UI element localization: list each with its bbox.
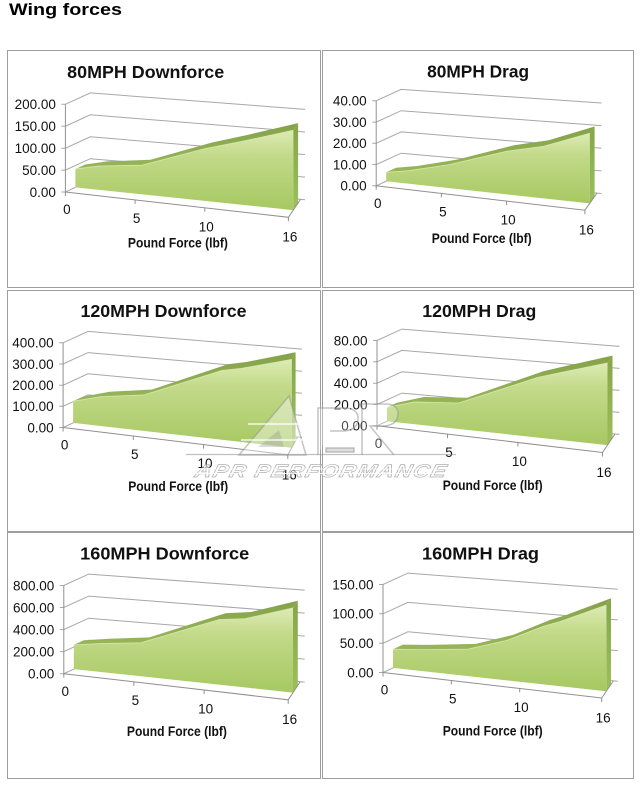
svg-text:400.00: 400.00 bbox=[13, 622, 54, 637]
svg-text:80.00: 80.00 bbox=[334, 333, 368, 348]
svg-text:Pound Force (lbf): Pound Force (lbf) bbox=[128, 478, 228, 494]
svg-text:Pound Force (lbf): Pound Force (lbf) bbox=[443, 723, 543, 739]
svg-text:16: 16 bbox=[282, 712, 297, 727]
svg-text:80MPH Drag: 80MPH Drag bbox=[427, 61, 529, 81]
svg-text:16: 16 bbox=[579, 223, 594, 238]
svg-text:5: 5 bbox=[445, 445, 453, 460]
svg-text:16: 16 bbox=[596, 710, 611, 725]
svg-text:0.00: 0.00 bbox=[340, 179, 366, 194]
svg-text:10.00: 10.00 bbox=[333, 157, 367, 172]
svg-text:100.00: 100.00 bbox=[12, 399, 53, 414]
svg-text:160MPH Drag: 160MPH Drag bbox=[422, 543, 539, 563]
svg-text:0: 0 bbox=[63, 202, 71, 217]
svg-text:80MPH Downforce: 80MPH Downforce bbox=[67, 62, 224, 82]
svg-text:0.00: 0.00 bbox=[27, 420, 53, 435]
svg-text:16: 16 bbox=[596, 465, 611, 480]
svg-text:10: 10 bbox=[198, 702, 213, 717]
svg-text:Pound Force (lbf): Pound Force (lbf) bbox=[128, 235, 228, 251]
svg-text:5: 5 bbox=[133, 211, 141, 226]
svg-text:5: 5 bbox=[132, 693, 140, 708]
svg-text:10: 10 bbox=[514, 700, 529, 715]
svg-text:60.00: 60.00 bbox=[334, 355, 368, 370]
svg-text:20.00: 20.00 bbox=[333, 136, 367, 151]
svg-text:100.00: 100.00 bbox=[332, 607, 373, 622]
svg-text:0: 0 bbox=[62, 684, 70, 699]
svg-text:Pound Force (lbf): Pound Force (lbf) bbox=[127, 723, 227, 739]
svg-text:0: 0 bbox=[374, 196, 382, 211]
svg-text:150.00: 150.00 bbox=[332, 577, 373, 592]
svg-text:0: 0 bbox=[375, 436, 383, 451]
svg-text:5: 5 bbox=[449, 691, 457, 706]
svg-text:300.00: 300.00 bbox=[12, 357, 53, 372]
svg-text:800.00: 800.00 bbox=[13, 578, 54, 593]
svg-text:16: 16 bbox=[282, 230, 297, 245]
svg-text:Wing forces: Wing forces bbox=[9, 0, 122, 19]
svg-text:5: 5 bbox=[131, 447, 139, 462]
svg-text:10: 10 bbox=[501, 213, 516, 228]
svg-text:5: 5 bbox=[439, 204, 447, 219]
svg-text:0.00: 0.00 bbox=[28, 667, 54, 682]
svg-text:200.00: 200.00 bbox=[13, 644, 54, 659]
svg-text:Pound Force (lbf): Pound Force (lbf) bbox=[432, 230, 532, 246]
svg-text:160MPH Downforce: 160MPH Downforce bbox=[80, 543, 249, 563]
svg-text:0.00: 0.00 bbox=[30, 185, 56, 200]
svg-text:10: 10 bbox=[512, 454, 527, 469]
svg-text:40.00: 40.00 bbox=[333, 94, 367, 109]
svg-text:0.00: 0.00 bbox=[347, 665, 373, 680]
svg-text:40.00: 40.00 bbox=[334, 376, 368, 391]
svg-text:Pound Force (lbf): Pound Force (lbf) bbox=[443, 477, 543, 493]
svg-text:0: 0 bbox=[381, 683, 389, 698]
svg-text:50.00: 50.00 bbox=[22, 163, 56, 178]
svg-text:200.00: 200.00 bbox=[15, 97, 56, 112]
svg-text:APR PERFORMANCE: APR PERFORMANCE bbox=[192, 460, 450, 481]
svg-text:10: 10 bbox=[199, 219, 214, 234]
svg-text:120MPH Downforce: 120MPH Downforce bbox=[81, 301, 247, 321]
svg-text:16: 16 bbox=[282, 467, 297, 482]
svg-text:10: 10 bbox=[197, 456, 212, 471]
svg-text:600.00: 600.00 bbox=[13, 600, 54, 615]
svg-text:0: 0 bbox=[61, 438, 69, 453]
svg-text:100.00: 100.00 bbox=[15, 141, 56, 156]
svg-text:120MPH Drag: 120MPH Drag bbox=[422, 301, 536, 321]
svg-text:200.00: 200.00 bbox=[12, 378, 53, 393]
svg-text:150.00: 150.00 bbox=[15, 119, 56, 134]
svg-text:30.00: 30.00 bbox=[333, 115, 367, 130]
svg-text:400.00: 400.00 bbox=[12, 336, 53, 351]
svg-text:50.00: 50.00 bbox=[340, 636, 374, 651]
